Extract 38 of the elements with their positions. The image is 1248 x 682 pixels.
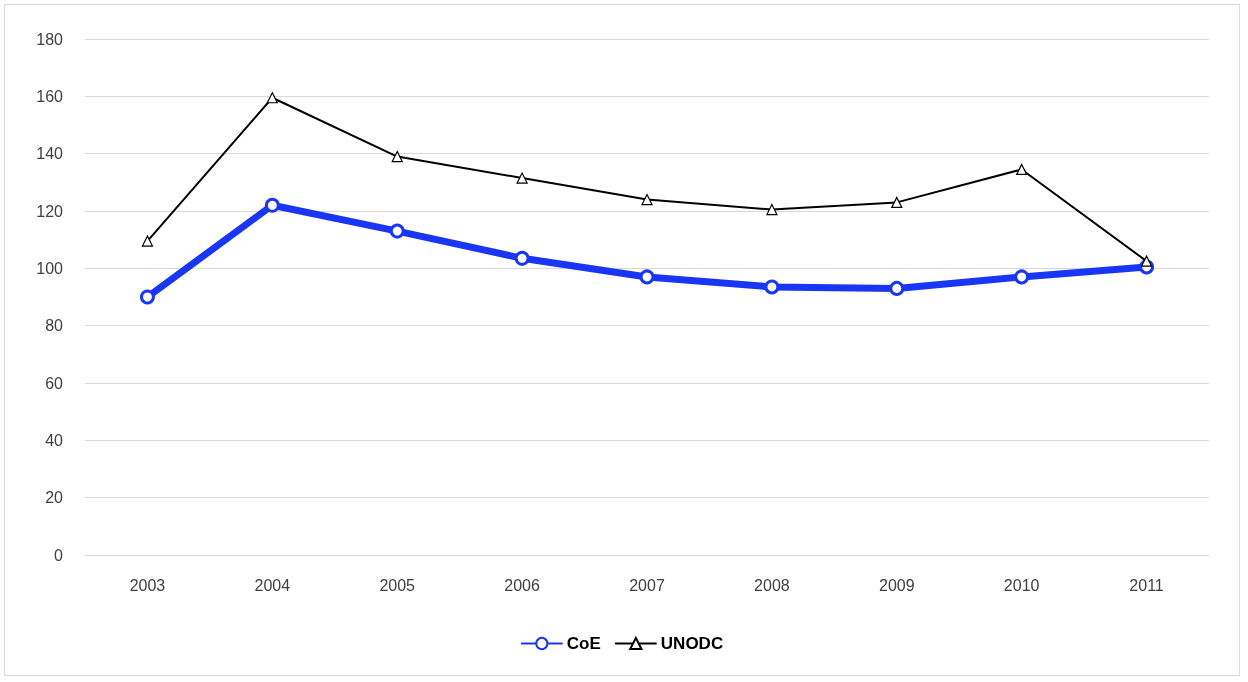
x-tick-label: 2010 — [1003, 576, 1040, 594]
point — [1140, 255, 1153, 267]
x-tick-label: 2008 — [754, 576, 790, 594]
point — [639, 269, 655, 285]
y-tick-label: 160 — [36, 87, 64, 105]
y-tick-label: 0 — [54, 546, 64, 564]
point — [889, 280, 905, 296]
x-tick-label: 2009 — [878, 576, 915, 594]
y-tick-label: 60 — [45, 374, 64, 392]
y-tick-label: 140 — [36, 145, 64, 163]
x-tick-label: 2006 — [504, 576, 541, 594]
point — [1016, 163, 1028, 176]
point — [641, 193, 653, 206]
point — [141, 235, 154, 247]
point — [891, 196, 903, 208]
x-tick-label: 2007 — [629, 576, 665, 594]
point — [516, 172, 528, 184]
point — [266, 92, 278, 104]
y-tick-label: 20 — [45, 489, 64, 507]
point — [764, 279, 780, 295]
point — [1014, 269, 1030, 285]
legend-label: CoE — [566, 634, 601, 653]
point — [766, 203, 778, 216]
point — [389, 223, 405, 239]
x-tick-label: 2005 — [379, 576, 416, 594]
y-tick-label: 40 — [45, 431, 64, 449]
legend-label: UNODC — [660, 634, 724, 653]
point — [139, 289, 155, 305]
point — [391, 150, 403, 163]
x-tick-label: 2004 — [254, 576, 291, 594]
y-tick-label: 100 — [36, 259, 64, 277]
point — [514, 250, 530, 266]
y-tick-label: 80 — [45, 317, 64, 335]
x-tick-label: 2011 — [1129, 576, 1164, 594]
y-tick-label: 120 — [36, 202, 64, 220]
point — [264, 197, 280, 213]
x-tick-label: 2003 — [129, 576, 166, 594]
y-tick-label: 180 — [36, 30, 64, 48]
